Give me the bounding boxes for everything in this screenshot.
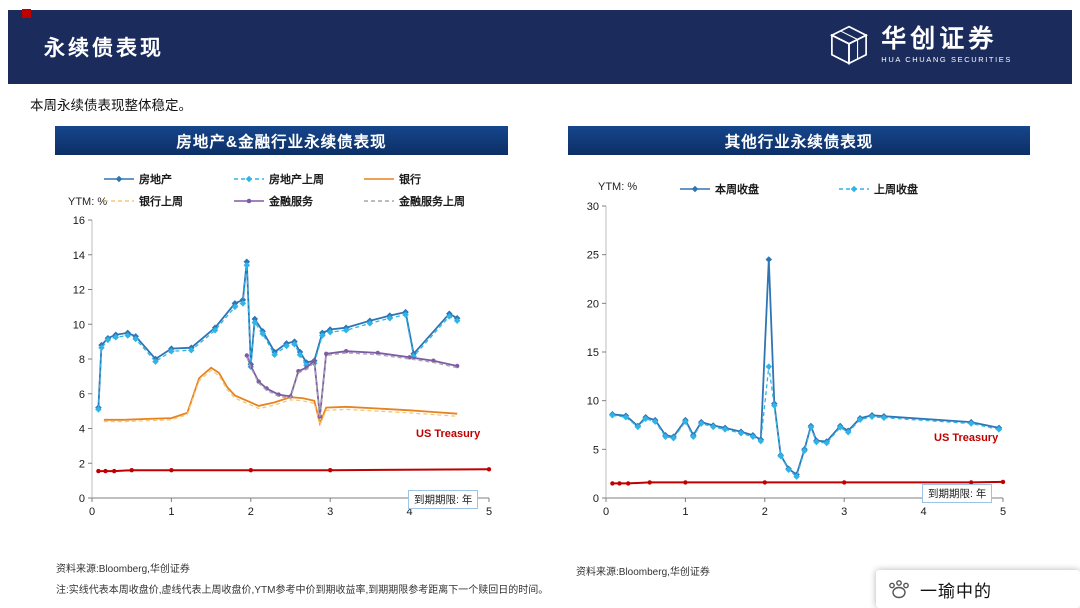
legend-right: 本周收盘 上周收盘 <box>680 178 1010 200</box>
ytm-axis-label-right: YTM: % <box>598 181 638 193</box>
svg-text:0: 0 <box>79 493 85 505</box>
summary-text: 本周永续债表现整体稳定。 <box>30 98 192 113</box>
us-treasury-label-right: US Treasury <box>934 432 999 444</box>
svg-text:3: 3 <box>841 506 847 518</box>
legend-item: 房地产上周 <box>234 168 364 190</box>
legend-item: 金融服务 <box>234 190 364 212</box>
logo-text-en: HUA CHUANG SECURITIES <box>881 55 1012 65</box>
ytm-axis-label-left: YTM: % <box>68 196 108 208</box>
mascot-paw-icon <box>889 580 909 599</box>
maturity-axis-label-left: 到期期限: 年 <box>408 490 479 509</box>
chart-right: 0 5 10 15 20 25 30 0 1 2 3 4 5 <box>587 201 1006 518</box>
svg-text:2: 2 <box>79 458 85 470</box>
svg-text:10: 10 <box>73 319 85 331</box>
svg-text:16: 16 <box>73 215 85 227</box>
legend-label: 本周收盘 <box>715 184 759 196</box>
svg-text:10: 10 <box>587 396 599 408</box>
legend-label: 金融服务 <box>269 196 313 208</box>
svg-text:20: 20 <box>587 298 599 310</box>
legend-item: 银行 <box>364 168 494 190</box>
maturity-axis-label-right: 到期期限: 年 <box>922 484 993 503</box>
legend-item: 本周收盘 <box>680 178 759 200</box>
legend-item: 房地产 <box>104 168 234 190</box>
svg-text:1: 1 <box>682 506 688 518</box>
legend-item: 金融服务上周 <box>364 190 494 212</box>
svg-text:25: 25 <box>587 250 599 262</box>
svg-text:2: 2 <box>762 506 768 518</box>
svg-text:2: 2 <box>248 506 254 518</box>
svg-text:5: 5 <box>1000 506 1006 518</box>
legend-swatch-icon <box>364 178 394 180</box>
page-title: 永续债表现 <box>44 37 164 60</box>
logo-text: 华创证券 HUA CHUANG SECURITIES <box>881 24 1012 65</box>
svg-text:4: 4 <box>407 506 413 518</box>
legend-label: 上周收盘 <box>874 184 918 196</box>
legend-label: 房地产上周 <box>269 174 324 186</box>
svg-text:0: 0 <box>593 493 599 505</box>
svg-text:5: 5 <box>593 444 599 456</box>
svg-text:4: 4 <box>921 506 927 518</box>
svg-text:15: 15 <box>587 347 599 359</box>
panel-title-right: 其他行业永续债表现 <box>568 126 1030 155</box>
logo-text-cn: 华创证券 <box>881 24 998 53</box>
legend-swatch-icon <box>104 200 134 202</box>
legend-item: 银行上周 <box>104 190 234 212</box>
header-accent-square <box>22 9 31 18</box>
svg-text:8: 8 <box>79 354 85 366</box>
svg-text:0: 0 <box>603 506 609 518</box>
legend-swatch-icon <box>234 175 264 183</box>
legend-label: 银行上周 <box>139 196 183 208</box>
svg-text:5: 5 <box>486 506 492 518</box>
source-note-right: 资料来源:Bloomberg,华创证券 <box>576 567 710 578</box>
legend-swatch-icon <box>680 185 710 193</box>
svg-text:4: 4 <box>79 424 85 436</box>
wechat-badge: 一瑜中的 <box>876 570 1080 608</box>
legend-swatch-icon <box>364 200 394 202</box>
logo-cube-icon <box>830 25 869 65</box>
legend-swatch-icon <box>104 175 134 183</box>
svg-text:6: 6 <box>79 389 85 401</box>
header-bar: 永续债表现 华创证券 HUA CHUANG SECURITIES <box>8 10 1072 84</box>
svg-text:0: 0 <box>89 506 95 518</box>
legend-label: 银行 <box>399 174 421 186</box>
source-note-left: 资料来源:Bloomberg,华创证券 <box>56 564 190 575</box>
footnote: 注:实线代表本周收盘价,虚线代表上周收盘价,YTM参考中价到期收益率,到期期限参… <box>56 585 549 596</box>
legend-swatch-icon <box>234 198 264 204</box>
legend-label: 金融服务上周 <box>399 196 465 208</box>
panel-title-left: 房地产&金融行业永续债表现 <box>55 126 508 155</box>
legend-swatch-icon <box>839 185 869 193</box>
svg-text:30: 30 <box>587 201 599 213</box>
legend-left: 房地产 房地产上周 银行银行上周 金融服务 金融服务上周 <box>104 168 506 212</box>
legend-label: 房地产 <box>139 174 172 186</box>
wechat-account-name: 一瑜中的 <box>920 581 992 601</box>
svg-text:3: 3 <box>327 506 333 518</box>
svg-text:1: 1 <box>168 506 174 518</box>
company-logo: 华创证券 HUA CHUANG SECURITIES <box>827 23 1012 67</box>
us-treasury-label-left: US Treasury <box>416 428 481 440</box>
legend-item: 上周收盘 <box>839 178 918 200</box>
svg-text:14: 14 <box>73 250 85 262</box>
svg-text:12: 12 <box>73 285 85 297</box>
